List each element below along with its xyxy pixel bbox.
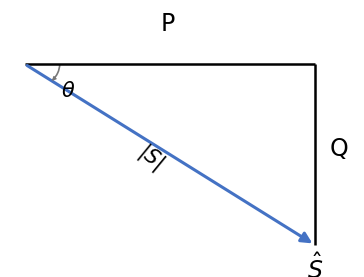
Text: Q: Q xyxy=(330,137,349,161)
Text: P: P xyxy=(161,12,175,36)
Text: $\theta$: $\theta$ xyxy=(61,81,76,101)
Text: $\hat{S}$: $\hat{S}$ xyxy=(306,253,323,277)
Text: |S|: |S| xyxy=(133,143,168,177)
